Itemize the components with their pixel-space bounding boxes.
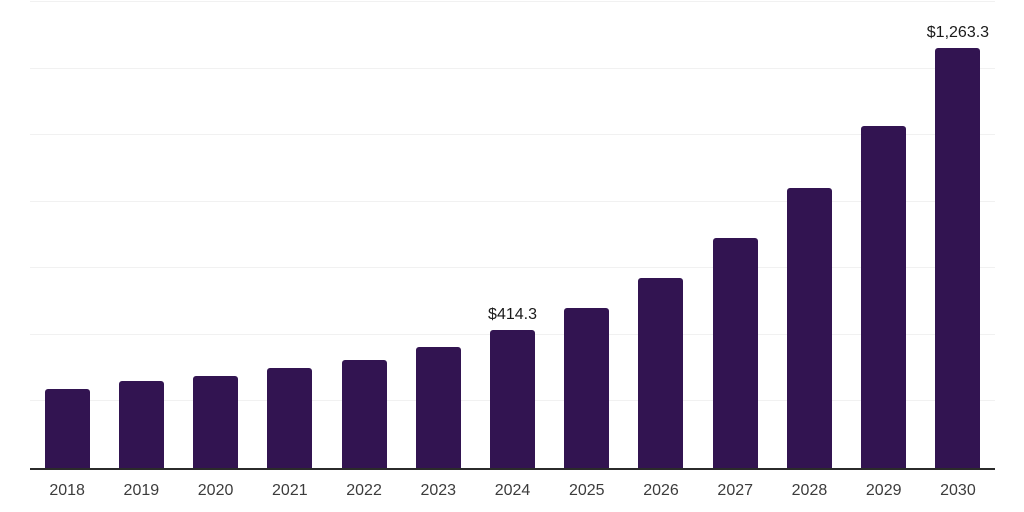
- bar-2022: [341, 360, 387, 468]
- bar-2028: [786, 188, 832, 468]
- x-axis-label-2030: 2030: [940, 482, 976, 499]
- bar-2019: [118, 381, 164, 468]
- x-axis-label-2021: 2021: [272, 482, 308, 499]
- bar-2029: [861, 125, 907, 468]
- bar-group-2024: $414.3 2024: [475, 2, 549, 499]
- bar-group-2022: 2022: [327, 2, 401, 499]
- bar-group-2023: 2023: [401, 2, 475, 499]
- gridline: [30, 67, 995, 69]
- x-axis-label-2022: 2022: [346, 482, 382, 499]
- bar-2024: $414.3: [488, 306, 537, 468]
- gridline: [30, 267, 995, 269]
- bar-group-2026: 2026: [624, 2, 698, 499]
- x-axis-label-2019: 2019: [123, 482, 160, 499]
- x-axis-label-2023: 2023: [420, 482, 457, 499]
- bars-row: 2018 2019 2020 2021 2022 2023 $414.3 2024 2025 20…: [30, 2, 995, 499]
- x-axis-label-2024: 2024: [494, 482, 531, 499]
- bar-group-2018: 2018: [30, 2, 104, 499]
- gridline: [30, 1, 995, 2]
- bar-group-2020: 2020: [178, 2, 252, 499]
- bar-group-2030: $1,263.3 2030: [921, 2, 995, 499]
- plot-area: 2018 2019 2020 2021 2022 2023 $414.3 2024 2025 20…: [30, 1, 995, 499]
- bar-group-2021: 2021: [253, 2, 327, 499]
- x-axis-label-2025: 2025: [568, 482, 605, 499]
- bar-2021: [267, 368, 313, 468]
- gridline: [30, 200, 995, 202]
- bar-group-2029: 2029: [847, 2, 921, 499]
- bar-2023: [415, 347, 461, 468]
- x-axis-label-2027: 2027: [717, 482, 754, 499]
- bar-2027: [712, 238, 758, 468]
- x-axis-label-2026: 2026: [643, 482, 679, 499]
- x-axis-label-2029: 2029: [865, 482, 902, 499]
- bar-group-2028: 2028: [772, 2, 846, 499]
- bar-2030: $1,263.3: [927, 24, 989, 468]
- data-label-2024: $414.3: [488, 306, 537, 324]
- x-axis-label-2028: 2028: [791, 482, 828, 499]
- bar-2026: [638, 278, 684, 468]
- bar-group-2025: 2025: [550, 2, 624, 499]
- bar-2018: [44, 389, 90, 468]
- bar-group-2027: 2027: [698, 2, 772, 499]
- x-axis-label-2020: 2020: [197, 482, 234, 499]
- bar-2020: [193, 376, 239, 468]
- data-label-2030: $1,263.3: [926, 23, 990, 41]
- gridline: [30, 134, 995, 136]
- bar-group-2019: 2019: [104, 2, 178, 499]
- bar-2025: [564, 308, 610, 468]
- x-axis-label-2018: 2018: [49, 482, 85, 499]
